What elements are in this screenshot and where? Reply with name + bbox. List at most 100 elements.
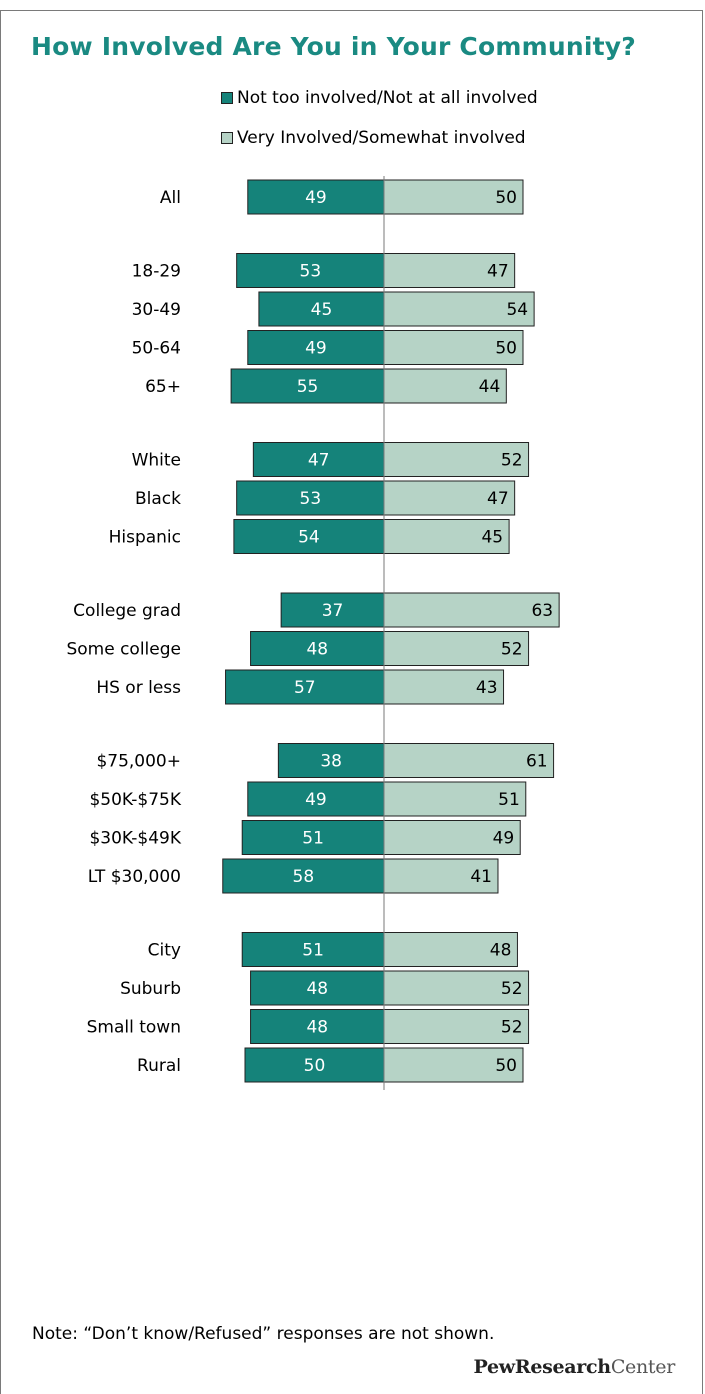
category-label-black: Black — [135, 489, 181, 509]
bar-involved-75-000 — [383, 743, 555, 778]
bar-involved-hispanic — [383, 519, 510, 554]
category-label-rural: Rural — [137, 1056, 181, 1076]
data-label-involved-all: 50 — [495, 188, 517, 208]
data-label-involved-50k-75k: 51 — [498, 790, 520, 810]
data-label-involved-50-64: 50 — [495, 339, 517, 359]
data-label-not-involved-30k-49k: 51 — [302, 829, 324, 849]
category-label-some-college: Some college — [66, 640, 181, 660]
bar-not-involved-rural — [244, 1047, 385, 1083]
category-label-suburb: Suburb — [120, 979, 181, 999]
bar-involved-30k-49k — [383, 820, 521, 855]
bar-not-involved-hs-or-less — [225, 669, 385, 705]
data-label-not-involved-black: 53 — [300, 489, 322, 509]
category-label-white: White — [132, 451, 181, 471]
data-label-involved-18-29: 47 — [487, 262, 509, 282]
bar-not-involved-50-64 — [247, 330, 385, 365]
bar-not-involved-18-29 — [236, 253, 385, 288]
data-label-involved-city: 48 — [490, 941, 512, 961]
brand-part-1: PewResearch — [473, 1356, 612, 1378]
category-label-hs-or-less: HS or less — [96, 678, 181, 698]
data-label-involved-some-college: 52 — [501, 640, 523, 660]
data-label-involved-30k-49k: 49 — [493, 829, 515, 849]
category-label-city: City — [148, 941, 181, 961]
data-label-not-involved-some-college: 48 — [306, 640, 328, 660]
category-label-30k-49k: $30K-$49K — [89, 829, 181, 849]
bar-involved-small-town — [383, 1009, 530, 1044]
data-label-involved-75-000: 61 — [526, 752, 548, 772]
bar-involved-suburb — [383, 970, 530, 1006]
legend-item-not-involved: Not too involved/Not at all involved — [221, 88, 538, 108]
data-label-not-involved-hispanic: 54 — [298, 528, 320, 548]
category-label-all: All — [160, 188, 181, 208]
category-label-college-grad: College grad — [73, 601, 181, 621]
bar-involved-college-grad — [383, 592, 560, 628]
data-label-not-involved-suburb: 48 — [306, 979, 328, 999]
bar-not-involved-small-town — [250, 1009, 385, 1044]
bar-not-involved-all — [247, 179, 385, 215]
chart-title: How Involved Are You in Your Community? — [31, 32, 636, 61]
bar-involved-65 — [383, 368, 507, 404]
data-label-not-involved-18-29: 53 — [300, 262, 322, 282]
legend-swatch-not-involved — [221, 92, 233, 104]
bar-not-involved-50k-75k — [247, 781, 385, 817]
bar-involved-rural — [383, 1047, 524, 1083]
data-label-involved-white: 52 — [501, 451, 523, 471]
legend-label-not-involved: Not too involved/Not at all involved — [237, 88, 538, 108]
data-label-not-involved-city: 51 — [302, 941, 324, 961]
pew-research-logo: PewResearchCenter — [473, 1356, 676, 1378]
legend-swatch-involved — [221, 132, 233, 144]
bar-involved-30-49 — [383, 291, 535, 327]
bar-involved-all — [383, 179, 524, 215]
data-label-involved-suburb: 52 — [501, 979, 523, 999]
data-label-not-involved-small-town: 48 — [306, 1018, 328, 1038]
data-label-involved-30-49: 54 — [506, 300, 528, 320]
data-label-involved-college-grad: 63 — [531, 601, 553, 621]
bar-not-involved-city — [241, 932, 385, 967]
category-label-30-49: 30-49 — [132, 300, 181, 320]
bar-not-involved-suburb — [250, 970, 385, 1006]
footnote: Note: “Don’t know/Refused” responses are… — [32, 1324, 495, 1344]
brand-part-2: Center — [610, 1356, 675, 1378]
bar-not-involved-lt-30-000 — [222, 858, 385, 894]
chart-frame — [0, 10, 703, 1394]
bar-not-involved-65 — [230, 368, 385, 404]
bar-not-involved-college-grad — [280, 592, 385, 628]
data-label-involved-hispanic: 45 — [481, 528, 503, 548]
data-label-involved-65: 44 — [479, 377, 501, 397]
category-label-small-town: Small town — [87, 1018, 181, 1038]
data-label-not-involved-all: 49 — [305, 188, 327, 208]
category-label-18-29: 18-29 — [132, 262, 181, 282]
data-label-not-involved-white: 47 — [308, 451, 330, 471]
data-label-involved-hs-or-less: 43 — [476, 678, 498, 698]
bar-involved-18-29 — [383, 253, 516, 288]
data-label-involved-black: 47 — [487, 489, 509, 509]
bar-involved-black — [383, 480, 516, 516]
legend-item-involved: Very Involved/Somewhat involved — [221, 128, 526, 148]
category-label-50k-75k: $50K-$75K — [89, 790, 181, 810]
data-label-involved-lt-30-000: 41 — [470, 867, 492, 887]
data-label-not-involved-college-grad: 37 — [322, 601, 344, 621]
data-label-not-involved-65: 55 — [297, 377, 319, 397]
bar-involved-hs-or-less — [383, 669, 505, 705]
legend-label-involved: Very Involved/Somewhat involved — [237, 128, 526, 148]
data-label-not-involved-hs-or-less: 57 — [294, 678, 316, 698]
data-label-not-involved-30-49: 45 — [311, 300, 333, 320]
bar-not-involved-75-000 — [277, 743, 385, 778]
bar-involved-some-college — [383, 631, 530, 666]
bar-not-involved-30k-49k — [241, 820, 385, 855]
bar-involved-50k-75k — [383, 781, 527, 817]
bar-involved-city — [383, 932, 518, 967]
bar-not-involved-30-49 — [258, 291, 385, 327]
category-label-hispanic: Hispanic — [109, 528, 181, 548]
data-label-not-involved-50k-75k: 49 — [305, 790, 327, 810]
bar-not-involved-hispanic — [233, 519, 385, 554]
category-label-65: 65+ — [145, 377, 181, 397]
data-label-not-involved-50-64: 49 — [305, 339, 327, 359]
data-label-not-involved-lt-30-000: 58 — [293, 867, 315, 887]
category-label-50-64: 50-64 — [132, 339, 181, 359]
data-label-involved-rural: 50 — [495, 1056, 517, 1076]
category-label-75-000: $75,000+ — [96, 752, 181, 772]
data-label-not-involved-rural: 50 — [304, 1056, 326, 1076]
data-label-involved-small-town: 52 — [501, 1018, 523, 1038]
